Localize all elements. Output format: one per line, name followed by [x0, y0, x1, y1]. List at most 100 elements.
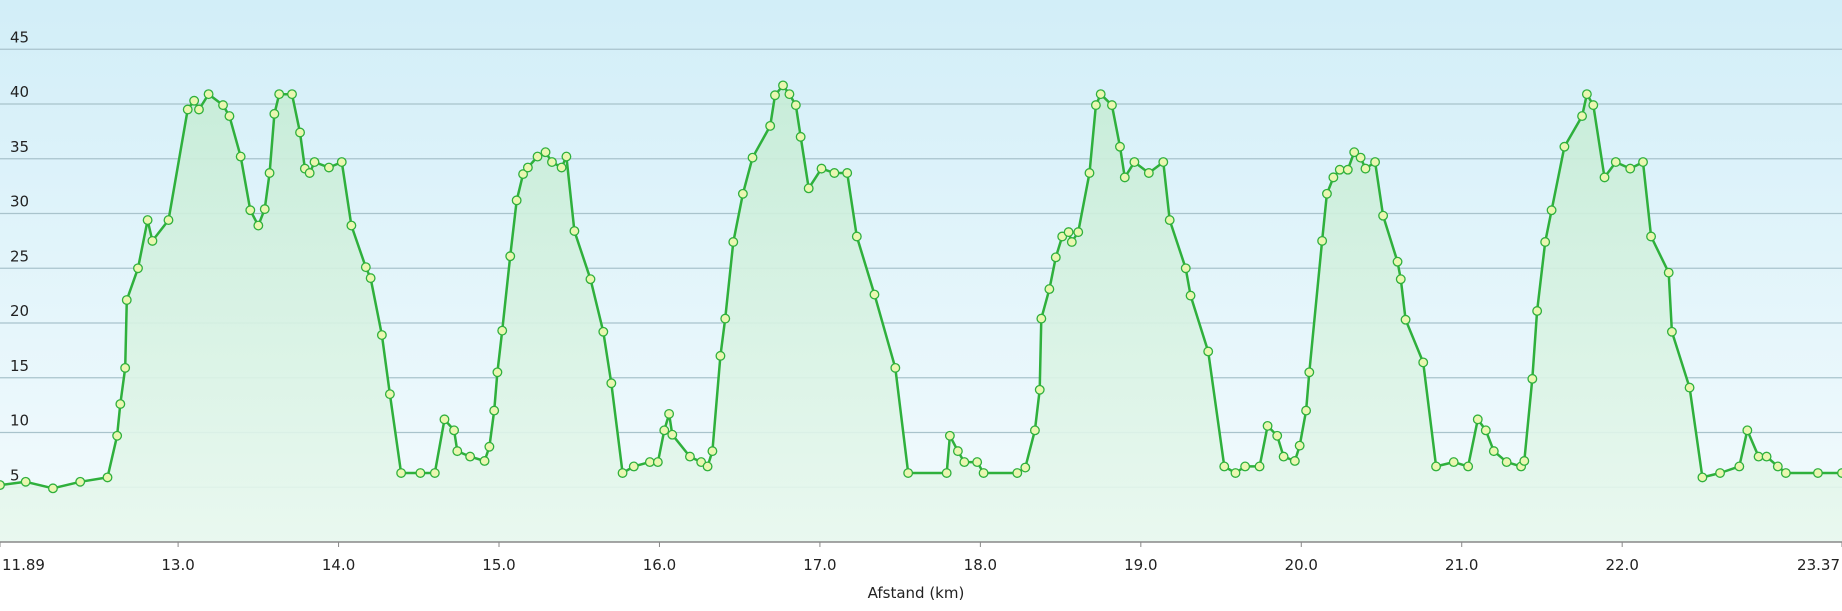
- point: [218, 100, 228, 111]
- point: [1772, 461, 1783, 472]
- point: [505, 251, 516, 262]
- point: [245, 205, 256, 216]
- x-axis-label: Afstand (km): [868, 584, 965, 602]
- point: [1431, 461, 1442, 472]
- point: [803, 183, 814, 194]
- point: [309, 157, 320, 168]
- point: [336, 157, 347, 168]
- point: [1666, 326, 1677, 337]
- point: [1448, 457, 1459, 468]
- point: [944, 430, 955, 441]
- point: [439, 414, 450, 425]
- point: [1418, 357, 1429, 368]
- point: [1143, 168, 1154, 178]
- point: [816, 163, 827, 174]
- y-tick-label: 25: [10, 247, 29, 265]
- x-tick-label: 15.0: [482, 556, 515, 574]
- point: [737, 188, 748, 199]
- x-tick-label: 14.0: [322, 556, 355, 574]
- point: [518, 169, 529, 180]
- point: [561, 151, 572, 162]
- point: [1527, 373, 1538, 384]
- point: [1321, 188, 1332, 199]
- point: [1029, 425, 1040, 436]
- point: [1301, 405, 1312, 416]
- point: [778, 80, 788, 91]
- point: [1480, 425, 1491, 436]
- point: [659, 425, 670, 436]
- point: [728, 237, 739, 247]
- point: [449, 425, 460, 436]
- point: [903, 468, 914, 478]
- point: [1378, 210, 1389, 221]
- point: [790, 100, 801, 111]
- point: [1472, 414, 1483, 425]
- point: [1625, 163, 1636, 174]
- point: [224, 111, 235, 122]
- x-tick-label: 22.0: [1605, 556, 1638, 574]
- point: [133, 263, 143, 274]
- point: [747, 152, 758, 163]
- point: [585, 274, 596, 285]
- point: [1036, 313, 1047, 324]
- point: [606, 378, 617, 389]
- point: [121, 295, 132, 305]
- point: [253, 220, 264, 231]
- point: [115, 399, 126, 409]
- point: [484, 441, 495, 452]
- x-tick-label: 17.0: [803, 556, 836, 574]
- point: [182, 104, 193, 115]
- point: [1697, 472, 1708, 483]
- point: [1360, 163, 1371, 174]
- x-tick-label: 13.0: [161, 556, 194, 574]
- point: [1342, 164, 1353, 175]
- point: [112, 430, 123, 441]
- point: [869, 289, 880, 300]
- point: [540, 147, 551, 158]
- point: [102, 472, 113, 483]
- y-tick-label: 15: [10, 357, 29, 375]
- point: [189, 95, 200, 106]
- point: [1063, 227, 1074, 238]
- point: [163, 215, 174, 226]
- point: [829, 168, 840, 178]
- y-tick-label: 35: [10, 138, 29, 156]
- point: [1066, 237, 1077, 247]
- point: [569, 226, 580, 236]
- point: [1328, 172, 1339, 183]
- point: [1349, 147, 1360, 158]
- point: [1546, 205, 1557, 216]
- x-tick-label: 11.89: [2, 556, 45, 574]
- y-tick-label: 10: [10, 412, 29, 430]
- point: [978, 468, 989, 478]
- point: [269, 108, 280, 119]
- point: [346, 220, 357, 231]
- point: [1734, 461, 1745, 472]
- point: [1289, 456, 1300, 466]
- point: [1663, 267, 1674, 278]
- point: [1610, 157, 1621, 168]
- point: [1240, 461, 1251, 472]
- point: [360, 262, 371, 273]
- x-tick-label: 19.0: [1124, 556, 1157, 574]
- point: [479, 456, 490, 466]
- point: [1262, 420, 1273, 431]
- point: [1115, 141, 1125, 152]
- point: [1742, 425, 1753, 436]
- point: [1392, 256, 1403, 267]
- point: [664, 408, 675, 419]
- point: [259, 204, 270, 215]
- point: [1012, 468, 1023, 478]
- point: [617, 468, 628, 478]
- point: [75, 476, 86, 487]
- point: [522, 162, 533, 173]
- point: [1646, 231, 1657, 242]
- point: [365, 273, 376, 284]
- point: [295, 127, 305, 138]
- point: [497, 325, 508, 336]
- point: [1488, 446, 1499, 457]
- point: [851, 231, 862, 242]
- x-tick-label: 21.0: [1445, 556, 1478, 574]
- point: [287, 89, 297, 100]
